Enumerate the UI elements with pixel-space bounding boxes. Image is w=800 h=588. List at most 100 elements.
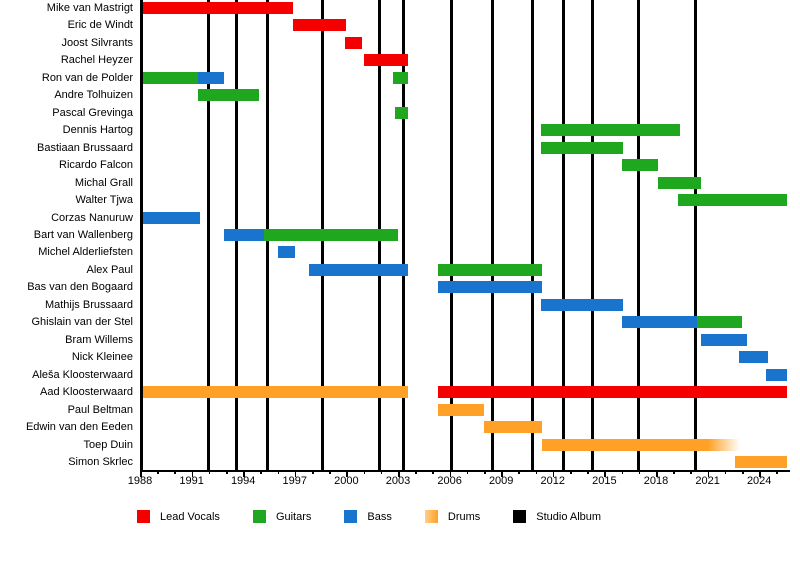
x-axis-minor-tick bbox=[208, 470, 211, 474]
x-axis-minor-tick bbox=[518, 470, 520, 474]
x-axis-tick-label: 2009 bbox=[488, 475, 514, 487]
x-axis-minor-tick bbox=[466, 470, 469, 474]
x-axis-tick-label: 2003 bbox=[385, 475, 411, 487]
x-axis-major-tick bbox=[759, 470, 761, 477]
member-label: Toep Duin bbox=[83, 438, 133, 451]
member-label: Joost Silvrants bbox=[61, 36, 133, 49]
tenure-bar-drums bbox=[735, 455, 787, 468]
member-label: Walter Tjwa bbox=[75, 194, 133, 207]
member-label: Andre Tolhuizen bbox=[54, 89, 133, 102]
member-label: Ghislain van der Stel bbox=[31, 316, 134, 329]
member-label: Alex Paul bbox=[86, 263, 133, 276]
member-label: Simon Skrlec bbox=[68, 455, 133, 468]
y-axis-line bbox=[140, 0, 143, 470]
tenure-bar-bass bbox=[540, 298, 624, 311]
studio-album-line bbox=[491, 0, 495, 470]
tenure-bar-bass bbox=[277, 246, 295, 259]
tenure-bar-guitars bbox=[540, 124, 681, 137]
member-label: Bastiaan Brussaard bbox=[37, 141, 133, 154]
x-axis-major-tick bbox=[140, 470, 142, 477]
x-axis-major-tick bbox=[552, 470, 555, 477]
member-label: Michel Alderliefsten bbox=[38, 246, 133, 259]
member-label: Dennis Hartog bbox=[62, 124, 133, 137]
legend: Lead Vocals Guitars Bass Drums Studio Album bbox=[137, 510, 601, 523]
member-label: Ron van de Polder bbox=[41, 71, 133, 84]
legend-item-lead-vocals: Lead Vocals bbox=[137, 510, 220, 523]
legend-item-drums: Drums bbox=[424, 510, 481, 523]
tenure-bar-drums bbox=[140, 386, 409, 399]
member-label: Aleša Kloosterwaard bbox=[32, 368, 133, 381]
legend-label: Guitars bbox=[275, 510, 312, 523]
legend-label: Bass bbox=[367, 510, 392, 523]
tenure-bar-bass bbox=[308, 263, 409, 276]
x-axis-minor-tick bbox=[535, 470, 538, 474]
member-label: Nick Kleinee bbox=[71, 351, 133, 364]
tenure-bar-guitars bbox=[540, 141, 624, 154]
legend-swatch-album bbox=[513, 510, 527, 523]
x-axis-major-tick bbox=[604, 470, 606, 477]
x-axis-minor-tick bbox=[638, 470, 641, 474]
x-axis-minor-tick bbox=[432, 470, 434, 474]
x-axis-major-tick bbox=[346, 470, 348, 477]
member-label: Mike van Mastrigt bbox=[46, 2, 133, 14]
member-label: Bart van Wallenberg bbox=[33, 228, 133, 241]
tenure-bar-guitars bbox=[140, 71, 199, 84]
tenure-bar-lead-vocals bbox=[363, 54, 409, 67]
tenure-bar-bass bbox=[198, 71, 225, 84]
studio-album-line bbox=[694, 0, 698, 470]
x-axis-major-tick bbox=[191, 470, 194, 477]
tenure-bar-bass bbox=[224, 228, 264, 241]
tenure-bar-bass bbox=[766, 368, 787, 381]
member-label: Bram Willems bbox=[65, 333, 133, 346]
tenure-bar-bass bbox=[700, 333, 748, 346]
legend-item-bass: Bass bbox=[344, 510, 392, 523]
x-axis-tick-label: 2012 bbox=[540, 475, 566, 487]
x-axis-tick-label: 2015 bbox=[592, 475, 617, 487]
tenure-bar-drums bbox=[437, 403, 484, 416]
legend-swatch-drums bbox=[424, 510, 438, 523]
x-axis-major-tick bbox=[398, 470, 400, 477]
x-axis-minor-tick bbox=[484, 470, 486, 474]
legend-swatch-lead-vocals bbox=[137, 510, 150, 523]
member-label: Ricardo Falcon bbox=[59, 159, 133, 172]
studio-album-line bbox=[401, 0, 405, 470]
tenure-bar-guitars bbox=[657, 176, 701, 189]
x-axis-minor-tick bbox=[277, 470, 280, 474]
legend-swatch-bass bbox=[344, 510, 358, 523]
x-axis-minor-tick bbox=[363, 470, 366, 474]
studio-album-line bbox=[449, 0, 453, 470]
x-axis-major-tick bbox=[707, 470, 710, 477]
tenure-bar-guitars bbox=[394, 106, 409, 119]
tenure-bar-lead-vocals bbox=[140, 2, 294, 14]
x-axis-minor-tick bbox=[380, 470, 383, 474]
x-axis-major-tick bbox=[449, 470, 452, 477]
studio-album-line bbox=[207, 0, 211, 470]
x-axis-minor-tick bbox=[724, 470, 727, 474]
studio-album-line bbox=[590, 0, 594, 470]
x-axis-minor-tick bbox=[312, 470, 314, 474]
legend-label: Drums bbox=[447, 510, 481, 523]
legend-swatch-guitars bbox=[252, 510, 266, 523]
x-axis-tick-label: 2006 bbox=[437, 475, 462, 487]
x-axis-tick-label: 2024 bbox=[746, 475, 772, 487]
x-axis-minor-tick bbox=[742, 470, 744, 474]
member-label: Pascal Grevinga bbox=[52, 106, 133, 119]
tenure-bar-guitars bbox=[198, 89, 259, 102]
studio-album-line bbox=[530, 0, 534, 470]
tenure-bar-bass bbox=[738, 351, 768, 364]
member-label: Paul Beltman bbox=[67, 403, 133, 416]
x-axis-major-tick bbox=[294, 470, 297, 477]
tenure-bar-lead-vocals bbox=[437, 386, 787, 399]
x-axis-line bbox=[140, 470, 790, 472]
legend-label: Studio Album bbox=[536, 510, 602, 523]
tenure-bar-guitars bbox=[621, 159, 658, 172]
x-axis-minor-tick bbox=[174, 470, 176, 474]
tenure-bar-lead-vocals bbox=[344, 36, 362, 49]
x-axis-tick-label: 1991 bbox=[179, 475, 204, 487]
x-axis-major-tick bbox=[243, 470, 245, 477]
member-label: Eric de Windt bbox=[67, 19, 133, 32]
x-axis-tick-label: 1988 bbox=[127, 475, 153, 487]
x-axis-minor-tick bbox=[415, 470, 417, 474]
x-axis-tick-label: 1994 bbox=[230, 475, 256, 487]
member-label: Rachel Heyzer bbox=[60, 54, 133, 67]
